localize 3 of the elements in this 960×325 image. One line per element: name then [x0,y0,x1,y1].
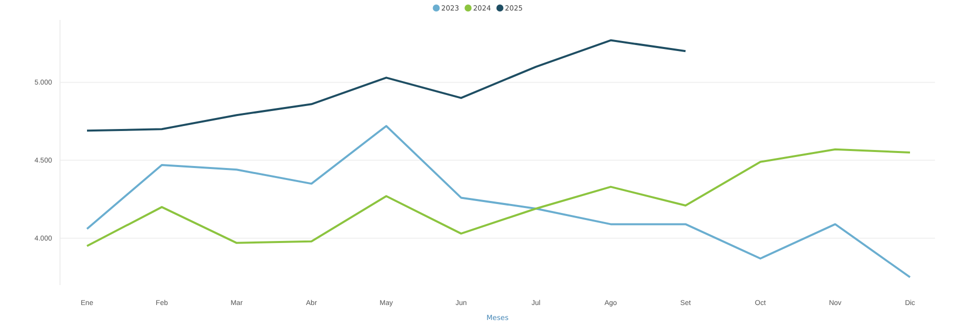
line-series [86,39,687,132]
line-series [86,148,911,248]
line-series [86,125,911,278]
